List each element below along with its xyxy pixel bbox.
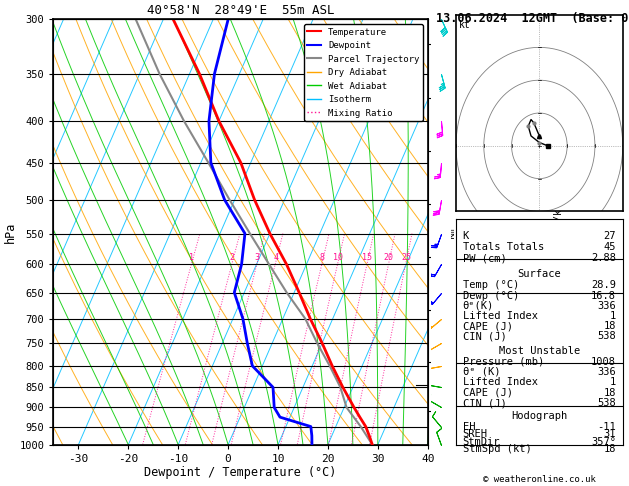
Text: 45: 45 <box>604 242 616 252</box>
Text: Mixing Ratio (g/kg): Mixing Ratio (g/kg) <box>554 197 564 309</box>
Text: 336: 336 <box>598 301 616 311</box>
Text: 3: 3 <box>255 254 260 262</box>
Text: CAPE (J): CAPE (J) <box>463 388 513 398</box>
Text: 538: 538 <box>598 331 616 341</box>
Text: StmDir: StmDir <box>463 436 500 447</box>
Text: 31: 31 <box>604 429 616 439</box>
Text: 18: 18 <box>604 321 616 331</box>
Text: θᵉ(K): θᵉ(K) <box>463 301 494 311</box>
Text: -11: -11 <box>598 422 616 432</box>
Y-axis label: km
ASL: km ASL <box>445 223 467 241</box>
Text: kt: kt <box>459 20 471 31</box>
Text: 18: 18 <box>604 388 616 398</box>
Text: θᵉ (K): θᵉ (K) <box>463 367 500 377</box>
Text: 357°: 357° <box>591 436 616 447</box>
Text: Lifted Index: Lifted Index <box>463 311 538 321</box>
Text: 16.8: 16.8 <box>591 291 616 300</box>
Text: 538: 538 <box>598 398 616 408</box>
Text: K: K <box>463 231 469 241</box>
Text: CIN (J): CIN (J) <box>463 398 506 408</box>
Text: 28.9: 28.9 <box>591 280 616 290</box>
Text: PW (cm): PW (cm) <box>463 253 506 263</box>
Text: 2: 2 <box>230 254 235 262</box>
Text: 4: 4 <box>273 254 278 262</box>
Text: 20: 20 <box>384 254 394 262</box>
Text: 10: 10 <box>333 254 343 262</box>
Y-axis label: hPa: hPa <box>4 222 16 243</box>
Text: Most Unstable: Most Unstable <box>499 346 580 356</box>
Text: 27: 27 <box>604 231 616 241</box>
Text: 1: 1 <box>610 377 616 387</box>
Text: EH: EH <box>463 422 475 432</box>
Title: 40°58'N  28°49'E  55m ASL: 40°58'N 28°49'E 55m ASL <box>147 4 335 17</box>
Text: Temp (°C): Temp (°C) <box>463 280 519 290</box>
Text: © weatheronline.co.uk: © weatheronline.co.uk <box>483 474 596 484</box>
Text: 1: 1 <box>189 254 194 262</box>
Text: 25: 25 <box>401 254 411 262</box>
Text: Totals Totals: Totals Totals <box>463 242 544 252</box>
Text: Pressure (mb): Pressure (mb) <box>463 357 544 366</box>
Text: SREH: SREH <box>463 429 487 439</box>
Text: Hodograph: Hodograph <box>511 412 567 421</box>
X-axis label: Dewpoint / Temperature (°C): Dewpoint / Temperature (°C) <box>145 467 337 480</box>
Text: CIN (J): CIN (J) <box>463 331 506 341</box>
Text: 2.88: 2.88 <box>591 253 616 263</box>
Text: Surface: Surface <box>518 269 561 279</box>
Text: 336: 336 <box>598 367 616 377</box>
Text: Dewp (°C): Dewp (°C) <box>463 291 519 300</box>
Text: 1008: 1008 <box>591 357 616 366</box>
Text: 1: 1 <box>610 311 616 321</box>
Text: CAPE (J): CAPE (J) <box>463 321 513 331</box>
Legend: Temperature, Dewpoint, Parcel Trajectory, Dry Adiabat, Wet Adiabat, Isotherm, Mi: Temperature, Dewpoint, Parcel Trajectory… <box>304 24 423 122</box>
Text: LCL: LCL <box>472 380 490 390</box>
Text: 15: 15 <box>362 254 372 262</box>
Text: 18: 18 <box>604 444 616 454</box>
Text: 8: 8 <box>320 254 325 262</box>
Text: Lifted Index: Lifted Index <box>463 377 538 387</box>
Text: StmSpd (kt): StmSpd (kt) <box>463 444 532 454</box>
Text: 13.06.2024  12GMT  (Base: 06): 13.06.2024 12GMT (Base: 06) <box>437 12 629 25</box>
